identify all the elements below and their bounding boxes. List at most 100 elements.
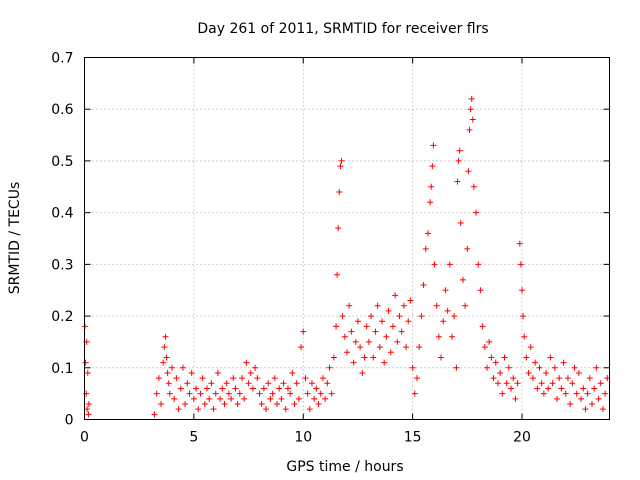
data-point <box>357 344 364 351</box>
data-point <box>239 375 245 382</box>
data-point <box>454 178 461 185</box>
data-point <box>510 375 517 382</box>
y-tick-label: 0.1 <box>51 361 73 377</box>
data-point <box>473 209 480 216</box>
data-point <box>365 338 372 345</box>
data-point <box>376 344 383 351</box>
data-point <box>219 385 226 392</box>
data-point <box>267 395 274 402</box>
data-point <box>575 369 582 376</box>
data-point <box>427 199 434 206</box>
data-point <box>512 395 519 402</box>
data-point <box>442 287 449 294</box>
data-point <box>547 354 554 361</box>
data-point <box>431 261 438 268</box>
data-point <box>449 333 455 340</box>
data-point <box>477 287 484 294</box>
data-point <box>372 328 379 335</box>
data-point <box>201 400 208 407</box>
data-point <box>260 385 267 392</box>
data-point <box>398 328 405 335</box>
data-point <box>497 369 504 376</box>
data-point <box>435 333 442 340</box>
data-point <box>405 318 412 325</box>
data-point <box>529 375 536 382</box>
data-point <box>162 333 169 340</box>
data-point <box>258 400 265 407</box>
data-point <box>554 395 560 402</box>
data-point <box>453 364 460 371</box>
data-point <box>396 313 403 320</box>
data-point <box>490 375 497 382</box>
data-point <box>199 375 206 382</box>
data-point <box>195 406 202 413</box>
data-point <box>234 400 241 407</box>
data-point <box>184 380 191 387</box>
data-point <box>379 318 385 325</box>
data-point <box>319 375 326 382</box>
data-point <box>247 369 254 376</box>
data-point <box>160 359 167 366</box>
data-point <box>210 406 217 413</box>
data-point <box>597 380 604 387</box>
data-point <box>338 157 345 164</box>
data-point <box>289 369 296 376</box>
data-point <box>269 390 276 397</box>
data-point <box>551 364 558 371</box>
data-point <box>433 302 440 309</box>
data-point <box>466 126 473 133</box>
data-point <box>221 400 228 407</box>
data-point <box>451 313 458 320</box>
data-point <box>276 385 283 392</box>
data-point <box>293 380 300 387</box>
y-axis-label: SRMTID / TECUs <box>7 182 23 295</box>
data-point <box>540 390 547 397</box>
data-point <box>593 364 600 371</box>
data-point <box>444 307 451 314</box>
data-point <box>271 375 278 382</box>
data-point <box>457 219 464 226</box>
data-point <box>339 313 346 320</box>
data-point <box>230 375 237 382</box>
data-point <box>420 282 427 289</box>
data-point <box>501 354 508 361</box>
data-point <box>328 390 335 397</box>
data-point <box>569 380 576 387</box>
data-point <box>481 344 488 351</box>
data-point <box>556 375 563 382</box>
data-point <box>165 380 172 387</box>
data-point <box>336 188 343 195</box>
data-point <box>591 385 598 392</box>
data-point <box>354 318 361 325</box>
data-point <box>163 354 170 361</box>
data-point <box>313 385 320 392</box>
plot-frame <box>84 57 610 420</box>
data-point <box>505 364 512 371</box>
data-point <box>175 406 182 413</box>
data-point <box>564 375 571 382</box>
data-point <box>85 400 92 407</box>
data-point <box>479 323 486 330</box>
y-tick-label: 0 <box>65 413 74 429</box>
data-point <box>335 225 342 232</box>
data-point <box>158 400 165 407</box>
data-point <box>179 364 186 371</box>
data-point <box>532 359 539 366</box>
data-point <box>241 395 248 402</box>
data-point <box>304 390 311 397</box>
y-tick-label: 0.2 <box>51 309 73 325</box>
data-point <box>446 261 453 268</box>
x-tick-label: 5 <box>189 430 198 446</box>
data-point <box>407 297 414 304</box>
data-point <box>394 338 401 345</box>
data-point <box>287 390 294 397</box>
data-point <box>488 354 495 361</box>
data-point <box>197 390 204 397</box>
data-point <box>525 369 532 376</box>
data-point <box>232 385 239 392</box>
data-point <box>499 390 506 397</box>
data-point <box>602 390 609 397</box>
data-point <box>302 375 309 382</box>
data-point <box>381 359 388 366</box>
data-point <box>236 390 243 397</box>
